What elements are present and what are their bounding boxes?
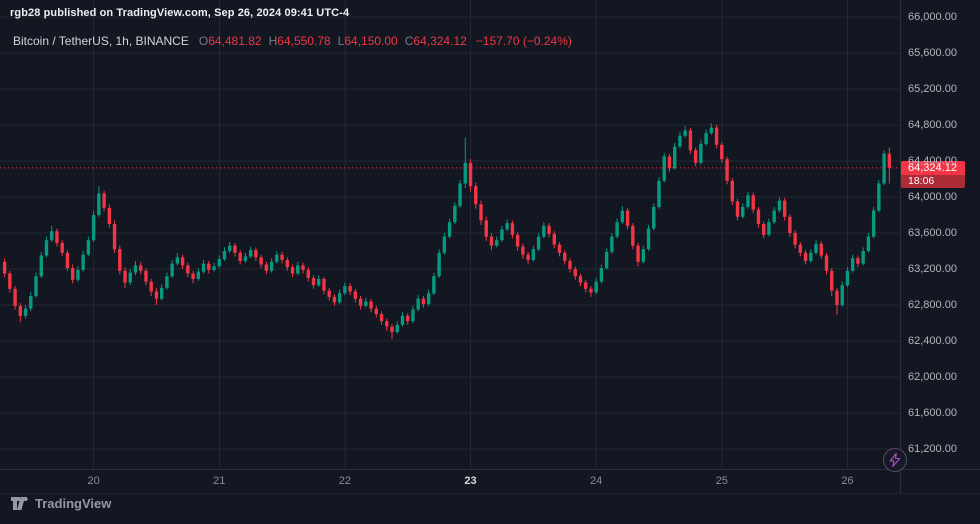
price-change: −157.70 (−0.24%): [475, 34, 572, 48]
time-axis-label: 22: [338, 475, 352, 487]
price-axis-label: 64,800.00: [908, 119, 957, 131]
ohlc-close: C64,324.12: [404, 34, 467, 48]
tradingview-wordmark: TradingView: [35, 496, 112, 511]
time-axis-label: 20: [87, 475, 100, 487]
price-axis-label: 62,400.00: [908, 335, 957, 347]
time-axis-label: 23: [464, 475, 477, 487]
last-price-tag: 64,324.12 18:06: [901, 160, 965, 188]
price-axis-label: 63,200.00: [908, 263, 957, 275]
lightning-icon: [889, 453, 901, 467]
price-axis-label: 65,600.00: [908, 47, 957, 59]
candle-countdown: 18:06: [901, 174, 965, 188]
price-axis[interactable]: 64,324.12 18:06 66,000.00 65,600.00 65,200…: [900, 0, 980, 469]
time-axis-label: 26: [841, 475, 854, 487]
footer-brand[interactable]: TradingView: [10, 496, 111, 511]
price-axis-label: 66,000.00: [908, 11, 957, 23]
symbol-legend: Bitcoin / TetherUS, 1h, BINANCE O64,481.8…: [13, 34, 572, 48]
time-axis-label: 21: [213, 475, 226, 487]
time-axis-label: 24: [590, 475, 603, 487]
price-axis-label: 62,800.00: [908, 299, 957, 311]
price-axis-label: 64,400.00: [908, 155, 957, 167]
price-axis-label: 65,200.00: [908, 83, 957, 95]
time-axis-label: 25: [715, 475, 728, 487]
ohlc-high: H64,550.78: [268, 34, 331, 48]
price-axis-label: 61,600.00: [908, 407, 957, 419]
footer-separator: [0, 493, 980, 494]
candles: [2, 123, 892, 340]
publish-attribution: rgb28 published on TradingView.com, Sep …: [10, 7, 350, 19]
last-price-value: 64,324.12: [901, 160, 965, 175]
candlestick-chart[interactable]: [0, 0, 900, 469]
price-axis-separator: [900, 0, 901, 493]
price-axis-label: 62,000.00: [908, 371, 957, 383]
price-axis-label: 61,200.00: [908, 443, 957, 455]
ohlc-low: L64,150.00: [337, 34, 398, 48]
ohlc-open: O64,481.82: [198, 34, 262, 48]
price-axis-label: 64,000.00: [908, 191, 957, 203]
tradingview-logo-icon: [10, 496, 29, 511]
boost-button[interactable]: [883, 448, 907, 472]
time-axis[interactable]: 20 21 22 23 24 25 26: [0, 470, 900, 493]
time-axis-separator: [0, 469, 980, 470]
price-axis-label: 63,600.00: [908, 227, 957, 239]
symbol-title[interactable]: Bitcoin / TetherUS, 1h, BINANCE: [13, 34, 189, 48]
